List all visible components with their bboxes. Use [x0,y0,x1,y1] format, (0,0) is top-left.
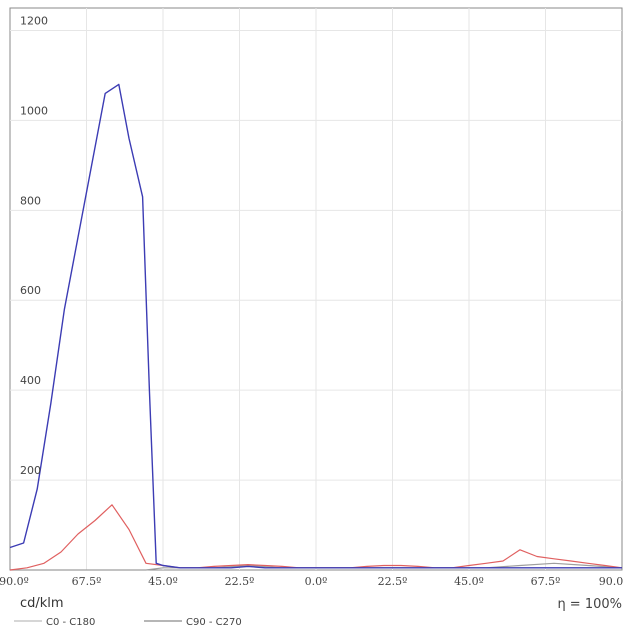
unit-label: cd/klm [20,596,64,611]
series-line-c90-c270 [9,83,622,569]
x-tick-label: 45.0º [148,575,178,588]
x-tick-label: 67.5º [72,575,102,588]
y-tick-label: 200 [20,464,41,477]
y-tick-label: 600 [20,284,41,297]
x-tick-label: 90.0º [0,575,29,588]
legend: C0 - C180 C90 - C270 [14,617,242,628]
x-tick-label: 67.5º [531,575,561,588]
x-tick-label: 0.0º [305,575,328,588]
grid-layer [10,8,622,570]
x-tick-label: 90.0 [599,575,624,588]
x-tick-label: 45.0º [454,575,484,588]
legend-label-c90-c270: C90 - C270 [186,617,242,628]
y-tick-label: 1000 [20,104,48,117]
x-tick-label: 22.5º [378,575,408,588]
x-tick-label: 22.5º [225,575,255,588]
legend-label-c0-c180: C0 - C180 [46,617,95,628]
efficiency-label: η = 100% [557,597,622,612]
tick-layer: 90.0º 67.5º 45.0º 22.5º 0.0º 22.5º 45.0º 67.5º 9… [0,14,623,588]
y-tick-label: 1200 [20,14,48,27]
y-tick-label: 800 [20,194,41,207]
y-tick-label: 400 [20,374,41,387]
series-layer [9,83,623,571]
